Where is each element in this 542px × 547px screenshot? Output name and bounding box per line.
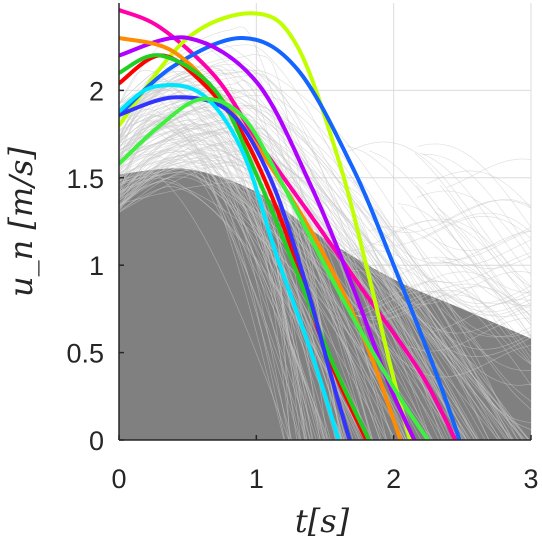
background-trace — [119, 119, 321, 440]
background-trace — [119, 176, 387, 440]
background-trace — [119, 130, 314, 440]
background-trace — [414, 152, 531, 288]
background-trace — [119, 69, 328, 440]
background-trace — [353, 180, 531, 304]
x-tick-label: 0 — [111, 464, 126, 494]
highlighted-series-line — [119, 82, 341, 440]
background-trace — [119, 161, 405, 440]
background-trace — [119, 151, 307, 440]
background-trace — [368, 226, 531, 365]
background-trace — [119, 119, 360, 440]
x-tick-label: 3 — [523, 464, 538, 494]
tick-labels: 0 1 2 3 0 0.5 1 1.5 2 — [66, 76, 538, 494]
background-trace — [119, 131, 513, 440]
background-trace — [119, 186, 365, 440]
background-trace — [346, 145, 531, 306]
background-trace — [119, 166, 286, 440]
background-trace — [119, 95, 490, 440]
background-trace — [442, 258, 531, 365]
background-trace — [119, 127, 507, 440]
background-trace — [119, 95, 348, 440]
x-tick-label: 1 — [249, 464, 264, 494]
background-trace — [119, 155, 346, 440]
background-trace — [439, 289, 531, 308]
background-trace — [119, 89, 387, 440]
background-trace — [369, 150, 531, 309]
y-axis-label: u_n [m/s] — [2, 147, 40, 297]
y-tick-label: 0.5 — [66, 339, 104, 369]
background-trace — [119, 105, 513, 440]
y-tick-label: 1.5 — [66, 164, 104, 194]
background-trace — [377, 226, 531, 264]
background-trace — [372, 264, 531, 410]
background-trace — [119, 58, 432, 440]
background-trace — [434, 239, 531, 266]
background-trace — [119, 137, 301, 440]
highlighted-series-layer — [119, 8, 462, 440]
x-axis-label: t[s] — [295, 502, 350, 540]
background-trace — [375, 208, 531, 316]
y-tick-label: 2 — [89, 76, 104, 106]
background-trace — [444, 230, 531, 261]
background-trace — [119, 96, 499, 440]
background-trace — [440, 307, 531, 338]
background-trace — [426, 170, 531, 209]
background-trace — [384, 220, 531, 307]
background-trace — [352, 270, 531, 431]
x-tick-label: 2 — [386, 464, 401, 494]
background-trace — [434, 238, 531, 269]
background-trace — [439, 184, 531, 297]
background-trace — [425, 280, 531, 371]
background-trace — [119, 115, 328, 440]
background-trace — [119, 44, 443, 440]
background-trace — [119, 149, 396, 440]
background-trace — [347, 141, 531, 287]
background-trace — [371, 289, 531, 359]
background-trace — [119, 122, 515, 440]
background-trace — [119, 171, 290, 440]
background-trace — [434, 211, 531, 326]
axes — [118, 3, 532, 441]
y-tick-label: 1 — [89, 251, 104, 281]
background-trace — [422, 153, 531, 251]
background-trace — [119, 177, 366, 440]
background-trace — [119, 110, 407, 440]
background-trace — [431, 299, 531, 333]
y-tick-label: 0 — [89, 426, 104, 456]
background-trace — [401, 206, 531, 251]
highlighted-series-line — [119, 53, 371, 440]
highlighted-series-line — [119, 95, 352, 440]
background-trace — [419, 152, 531, 276]
background-trace — [446, 158, 531, 188]
highlighted-series-line — [119, 96, 430, 440]
background-trace — [440, 199, 531, 223]
background-trace — [339, 187, 531, 233]
background-trace — [397, 203, 531, 339]
background-trace — [361, 314, 531, 378]
background-trace — [418, 296, 531, 386]
highlighted-series-line — [119, 35, 462, 440]
background-trace — [428, 333, 531, 357]
background-trace — [354, 280, 531, 363]
background-trace — [351, 218, 531, 350]
